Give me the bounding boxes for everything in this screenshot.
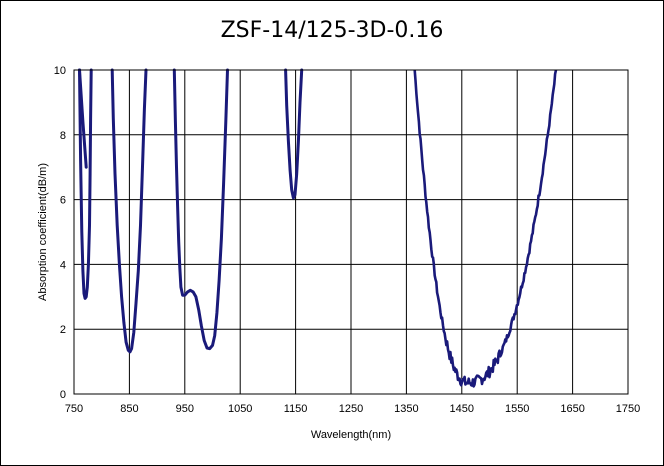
x-tick-label-5: 1250 <box>339 403 363 415</box>
plot-area-border <box>73 69 629 395</box>
y-tick-label-2: 4 <box>60 259 66 271</box>
grid-lines <box>73 69 629 395</box>
y-tick-label-4: 8 <box>60 130 66 142</box>
series-1-segment-0 <box>78 68 88 169</box>
series-0-segment-3 <box>284 68 304 200</box>
chart-title: ZSF-14/125-3D-0.16 <box>220 18 444 43</box>
y-tick-label-1: 2 <box>60 324 66 336</box>
x-axis-label: Wavelength(nm) <box>311 429 391 441</box>
y-tick-label-5: 10 <box>54 65 66 77</box>
y-axis-label: Absorption coefficient(dB/m) <box>37 163 49 301</box>
x-tick-label-2: 950 <box>176 403 194 415</box>
y-tick-label-0: 0 <box>60 389 66 401</box>
series-lines <box>78 68 558 388</box>
series-0-segment-0 <box>78 68 93 300</box>
series-0-segment-2 <box>172 68 229 351</box>
x-tick-label-9: 1650 <box>560 403 584 415</box>
x-tick-label-10: 1750 <box>616 403 640 415</box>
x-tick-label-8: 1550 <box>505 403 529 415</box>
x-tick-labels: 750 850 950 1050 1150 1250 1350 1450 1550 1650 175… <box>65 403 640 415</box>
x-tick-label-6: 1350 <box>394 403 418 415</box>
x-tick-label-4: 1150 <box>284 403 308 415</box>
series-broad-band-1450 <box>413 69 558 388</box>
x-tick-label-3: 1050 <box>228 403 252 415</box>
y-tick-label-3: 6 <box>60 195 66 207</box>
series-0-segment-1 <box>110 68 148 354</box>
x-tick-label-1: 850 <box>120 403 138 415</box>
y-tick-labels: 0 2 4 6 8 10 <box>54 65 66 401</box>
x-tick-label-7: 1450 <box>450 403 474 415</box>
x-tick-label-0: 750 <box>65 403 83 415</box>
